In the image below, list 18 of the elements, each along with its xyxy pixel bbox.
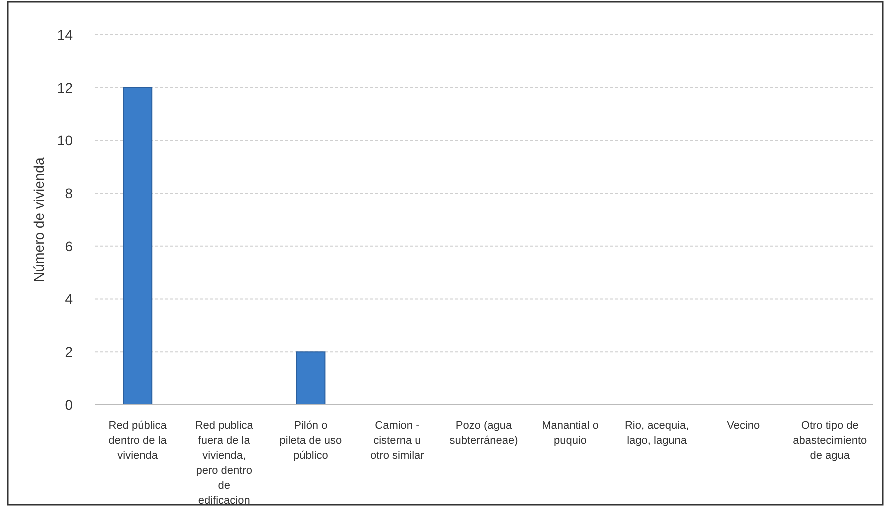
- x-tick-label: Otro tipo de abastecimiento de agua: [793, 420, 868, 462]
- y-tick-label: 14: [57, 26, 74, 43]
- y-tick-label: 0: [65, 396, 74, 413]
- y-tick-label: 2: [65, 344, 74, 360]
- x-tick-label: Red pública dentro de la vivienda: [108, 420, 168, 462]
- x-tick-label: Rio, acequia, lago, laguna: [624, 420, 690, 447]
- x-tick-label: Camion - cisterna u otro similar: [370, 420, 425, 462]
- y-tick-label: 12: [57, 80, 74, 96]
- y-tick-label: 8: [65, 185, 74, 202]
- x-tick-label: Red publica fuera de la vivienda, pero dentro de edificacion: [195, 420, 254, 507]
- y-tick-label: 10: [57, 132, 74, 149]
- x-tick-label: Pozo (agua subterráneae): [450, 420, 518, 447]
- y-axis-title: Número de vivienda: [31, 158, 47, 282]
- x-tick-label: Pilón o pileta de uso público: [280, 420, 342, 462]
- x-tick-label: Manantial o puquio: [542, 420, 599, 447]
- x-tick-label: Vecino: [727, 420, 760, 432]
- y-tick-label: 6: [65, 238, 74, 254]
- y-tick-label: 4: [65, 291, 74, 308]
